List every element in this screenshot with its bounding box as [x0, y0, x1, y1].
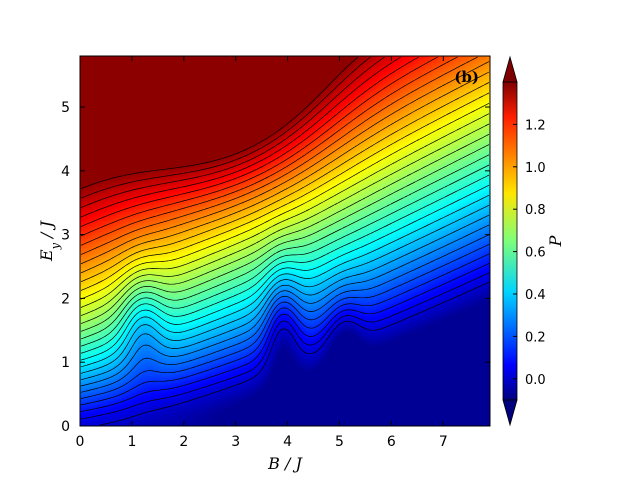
y-axis-ticks: 0 1 2 3 4 5	[61, 100, 490, 435]
y-axis-label: Ey / J	[37, 219, 62, 261]
contour-line-16	[80, 123, 490, 316]
contour-line-3	[80, 253, 490, 406]
contour-line-6	[80, 224, 490, 387]
contour-line-17	[80, 113, 490, 308]
colorbar-tick-label: 0.2	[525, 330, 546, 345]
heatmap-image	[80, 56, 490, 426]
contour-line-19	[80, 92, 490, 291]
colorbar-tick-label: 0.4	[525, 288, 546, 303]
contour-lines	[80, 56, 490, 426]
contour-line-7	[80, 214, 490, 381]
colorbar-tick-label: 1.0	[525, 161, 546, 176]
contour-line-29	[80, 56, 371, 199]
x-axis-title: B / J	[267, 454, 303, 473]
y-tick-label: 2	[61, 291, 70, 307]
contour-line-2	[80, 263, 490, 412]
contour-line-21	[80, 71, 490, 274]
colorbar-body	[502, 81, 518, 401]
contour-line-15	[80, 133, 490, 324]
x-tick-label: 7	[439, 434, 448, 450]
contour-line-9	[80, 194, 490, 368]
x-tick-label: 1	[127, 434, 136, 450]
contour-line-0	[100, 281, 490, 426]
colorbar-ticks: 0.0 0.2 0.4 0.6 0.8 1.0 1.2	[513, 118, 546, 388]
contour-line-25	[80, 56, 438, 237]
y-tick-label: 1	[61, 355, 70, 371]
colorbar-title: P	[546, 235, 565, 247]
contour-line-4	[80, 244, 490, 399]
contour-line-20	[80, 82, 490, 283]
contour-line-30	[80, 56, 359, 189]
colorbar-extend-min	[502, 399, 518, 427]
plot-frame	[79, 55, 491, 427]
contour-line-1	[80, 272, 490, 420]
y-tick-label: 4	[61, 164, 70, 180]
y-tick-label: 0	[61, 419, 70, 435]
colorbar-extend-max	[502, 55, 518, 83]
contour-line-27	[80, 56, 402, 218]
contour-line-8	[80, 204, 490, 374]
contour-line-10	[80, 184, 490, 361]
colorbar-tick-label: 0.0	[525, 373, 546, 388]
contour-line-12	[80, 164, 490, 347]
contour-line-24	[80, 56, 458, 246]
colorbar-tick-label: 0.8	[525, 203, 546, 218]
contour-line-14	[80, 144, 490, 332]
x-tick-label: 0	[76, 434, 85, 450]
contour-line-28	[80, 56, 385, 208]
x-tick-label: 2	[179, 434, 188, 450]
contour-line-22	[80, 61, 490, 265]
contour-line-23	[80, 56, 478, 255]
y-tick-label: 5	[61, 100, 70, 116]
x-tick-label: 4	[283, 434, 292, 450]
contour-line-13	[80, 154, 490, 340]
plot-area: 0 1 2 3 4 5 6 7 0 1 2 3 4 5 (b)	[61, 55, 491, 450]
colorbar: 0.0 0.2 0.4 0.6 0.8 1.0 1.2 P	[502, 55, 565, 427]
contour-line-11	[80, 174, 490, 354]
x-tick-label: 5	[335, 434, 344, 450]
y-axis-title: Ey / J	[37, 219, 62, 261]
contour-line-18	[80, 102, 490, 300]
panel-label: (b)	[454, 68, 479, 86]
x-tick-label: 3	[231, 434, 240, 450]
colorbar-tick-label: 0.6	[525, 246, 546, 261]
y-tick-label: 3	[61, 228, 70, 244]
x-axis-label: B / J	[267, 454, 303, 473]
contour-line-26	[80, 56, 419, 227]
x-axis-ticks: 0 1 2 3 4 5 6 7	[76, 56, 448, 450]
colorbar-tick-label: 1.2	[525, 118, 546, 133]
x-tick-label: 6	[387, 434, 396, 450]
